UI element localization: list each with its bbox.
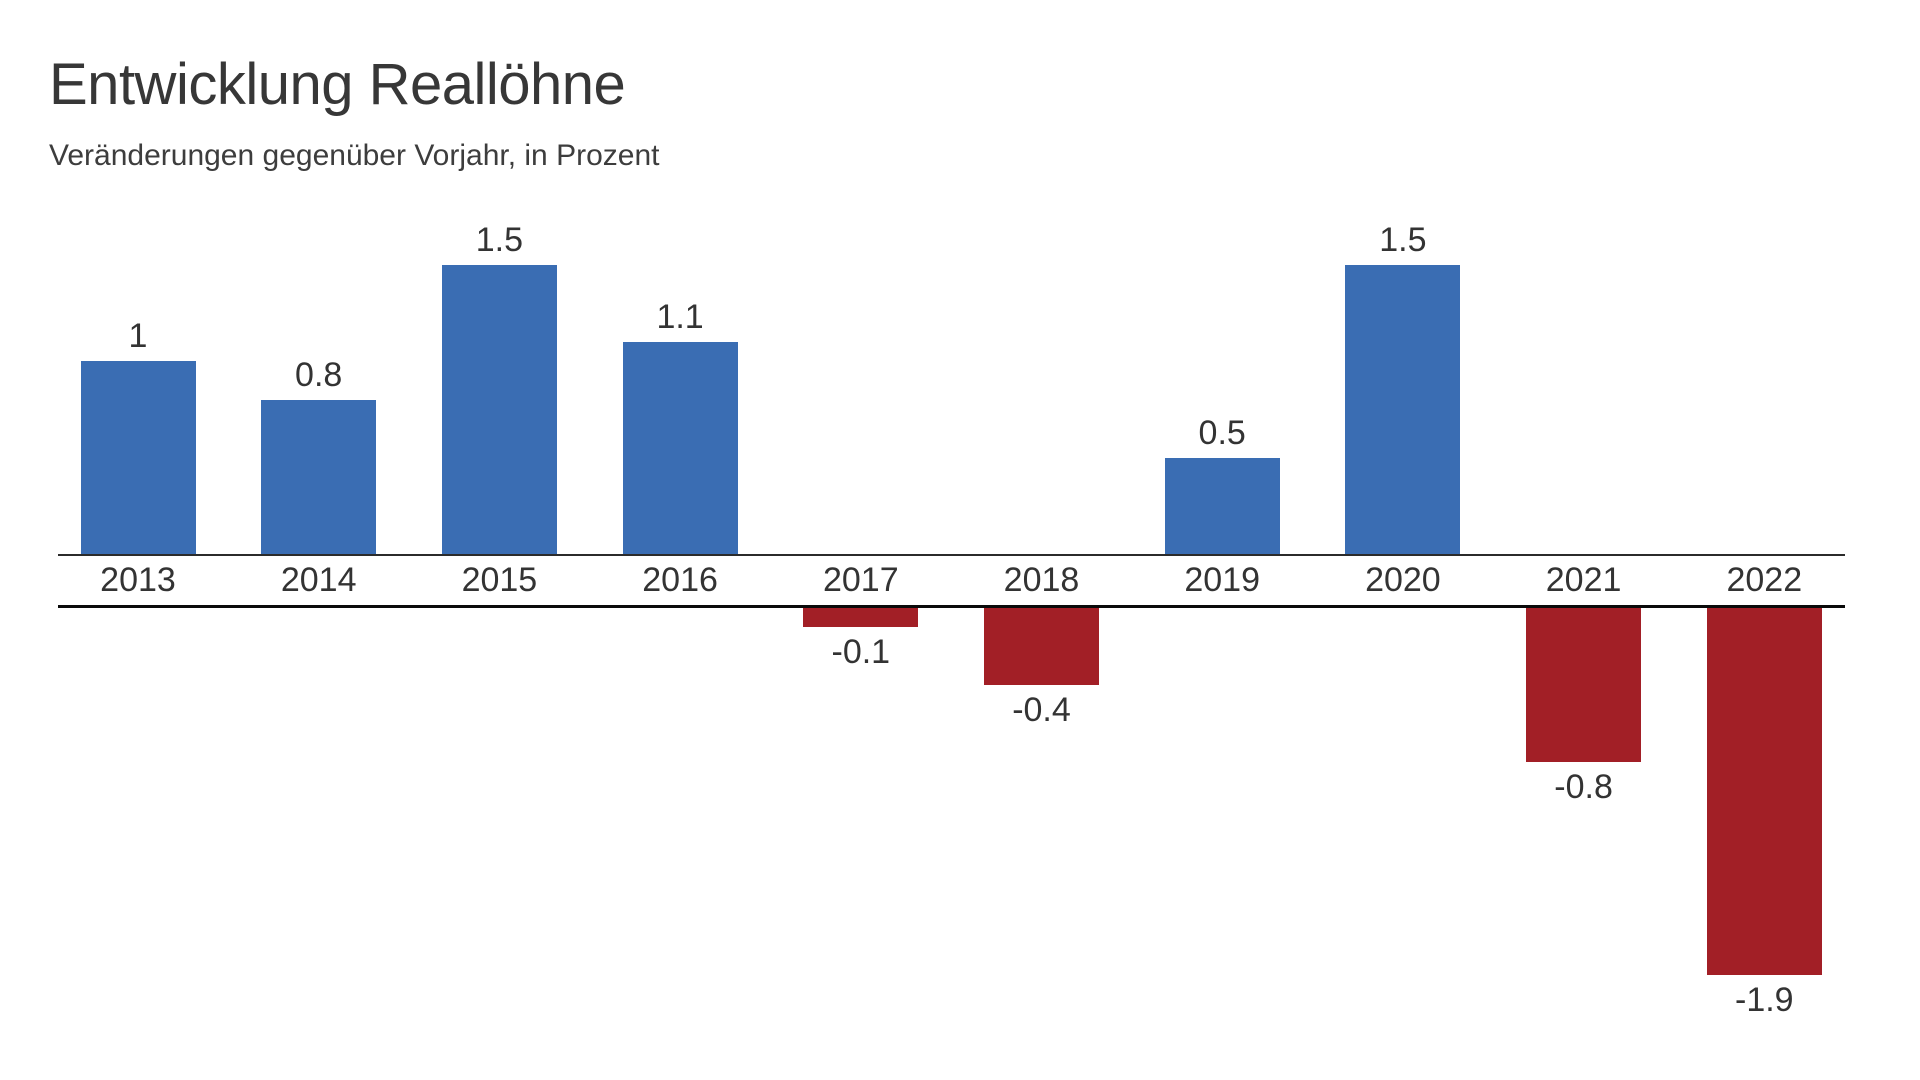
x-tick-2022: 2022	[1726, 561, 1803, 599]
x-tick-2018: 2018	[1003, 561, 1080, 599]
x-tick-2015: 2015	[461, 561, 538, 599]
x-axis-line-lower	[58, 605, 1845, 608]
bar-2019[interactable]	[1164, 457, 1280, 554]
chart-subtitle: Veränderungen gegenüber Vorjahr, in Proz…	[49, 139, 660, 172]
value-label-2013: 1	[128, 317, 148, 355]
x-tick-2016: 2016	[642, 561, 718, 599]
bar-2014[interactable]	[261, 399, 377, 554]
value-label-2017: -0.1	[831, 633, 891, 672]
bar-2021[interactable]	[1526, 608, 1642, 763]
x-tick-2014: 2014	[280, 561, 357, 599]
x-tick-2013: 2013	[100, 561, 176, 599]
value-label-2021: -0.8	[1554, 768, 1613, 807]
bar-2022[interactable]	[1706, 608, 1822, 975]
bar-2018[interactable]	[984, 608, 1099, 686]
value-label-2022: -1.9	[1735, 980, 1794, 1019]
chart-title: Entwicklung Reallöhne	[49, 52, 626, 117]
x-tick-2017: 2017	[822, 561, 899, 599]
value-label-2015: 1.5	[475, 220, 524, 259]
bar-2015[interactable]	[441, 264, 557, 554]
value-label-2018: -0.4	[1012, 691, 1071, 730]
bar-2020[interactable]	[1345, 264, 1461, 554]
x-tick-2021: 2021	[1545, 561, 1622, 599]
value-label-2019: 0.5	[1198, 413, 1246, 452]
x-tick-2019: 2019	[1184, 561, 1260, 599]
value-label-2014: 0.8	[295, 355, 343, 394]
bar-2013[interactable]	[80, 361, 196, 554]
x-tick-2020: 2020	[1365, 561, 1441, 599]
bar-2017[interactable]	[803, 608, 919, 628]
x-axis-line-upper	[58, 554, 1845, 556]
value-label-2020: 1.5	[1379, 220, 1427, 259]
value-label-2016: 1.1	[656, 297, 704, 336]
bar-2016[interactable]	[622, 341, 738, 554]
